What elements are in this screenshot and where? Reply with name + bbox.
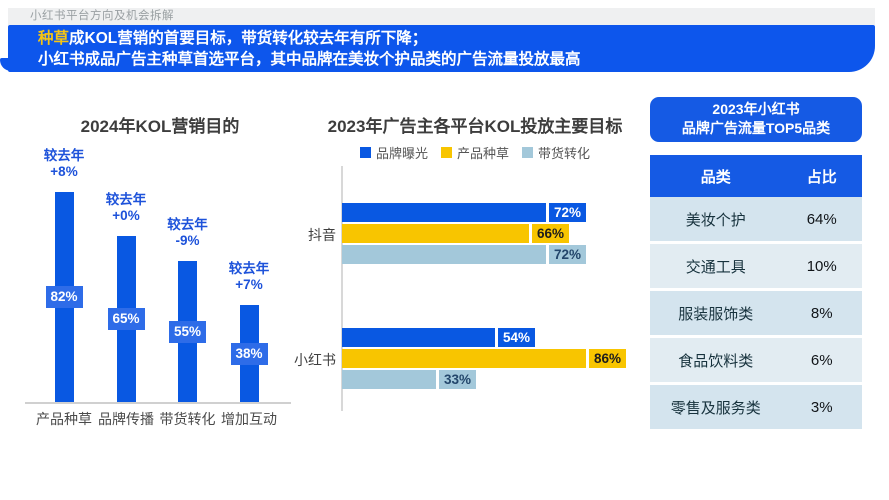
table-cell-category: 交通工具 xyxy=(685,258,746,276)
kol-category-label: 产品种草 xyxy=(36,411,92,427)
platform-bar-value: 66% xyxy=(532,224,569,243)
headline-line2: 小红书成品广告主种草首选平台，其中品牌在美妆个护品类的广告流量投放最高 xyxy=(38,51,581,68)
kol-change-label: 较去年 +0% xyxy=(86,192,166,224)
kol-change-label: 较去年 +7% xyxy=(209,261,289,293)
top5-column-share: 占比 xyxy=(806,168,837,186)
platform-group-label: 抖音 xyxy=(308,226,336,243)
platform-bar xyxy=(342,245,546,264)
headline-line1-rest: 成KOL营销的首要目标，带货转化较去年有所下降； xyxy=(69,30,428,47)
kol-change-label: 较去年 -9% xyxy=(148,217,228,249)
table-row: 零售及服务类 3% xyxy=(650,385,862,429)
kol-change-line2: +0% xyxy=(112,208,140,223)
kol-category-label: 带货转化 xyxy=(159,411,216,427)
top5-table-header: 品类 占比 xyxy=(650,155,862,197)
platform-bar-value: 72% xyxy=(549,203,586,222)
table-cell-category: 服装服饰类 xyxy=(678,305,754,323)
legend-label: 品牌曝光 xyxy=(375,146,428,161)
table-cell-share: 8% xyxy=(810,304,833,322)
table-cell-category: 食品饮料类 xyxy=(678,352,754,370)
top5-column-category: 品类 xyxy=(700,168,731,186)
kol-bar-value-badge: 55% xyxy=(169,321,206,343)
kol-change-label: 较去年 +8% xyxy=(24,148,104,180)
platform-goal-legend: 品牌曝光 产品种草 带货转化 xyxy=(305,143,645,162)
kol-category-label: 品牌传播 xyxy=(98,411,154,427)
kol-purpose-x-axis xyxy=(25,402,291,404)
table-row: 食品饮料类 6% xyxy=(650,338,862,382)
platform-group-label: 小红书 xyxy=(294,351,336,368)
table-cell-category: 零售及服务类 xyxy=(670,399,761,417)
kol-category-label: 增加互动 xyxy=(221,411,277,427)
kol-bar-value-badge: 82% xyxy=(45,286,83,308)
platform-bar xyxy=(342,349,586,368)
kol-bar-value-badge: 38% xyxy=(230,343,268,365)
kol-change-line1: 较去年 xyxy=(105,192,147,207)
table-cell-share: 3% xyxy=(810,398,833,416)
table-row: 交通工具 10% xyxy=(650,244,862,288)
legend-swatch xyxy=(359,147,371,158)
platform-bar-value: 54% xyxy=(498,328,535,347)
top5-panel-title-line1: 2023年小红书 xyxy=(712,101,800,117)
table-row: 美妆个护 64% xyxy=(650,197,862,241)
legend-label: 产品种草 xyxy=(456,146,509,161)
platform-bar-value: 86% xyxy=(589,349,626,368)
legend-item: 产品种草 xyxy=(440,143,509,162)
table-cell-share: 10% xyxy=(806,257,837,275)
kol-change-line2: +7% xyxy=(235,277,263,292)
kol-change-line1: 较去年 xyxy=(167,217,208,232)
slide-kicker: 小红书平台方向及机会拆解 xyxy=(8,8,875,25)
headline-banner: 种草成KOL营销的首要目标，带货转化较去年有所下降； 小红书成品广告主种草首选平… xyxy=(0,25,875,72)
top5-panel-title-line2: 品牌广告流量TOP5品类 xyxy=(681,120,831,136)
platform-bar xyxy=(342,328,495,347)
legend-swatch xyxy=(522,147,533,158)
legend-swatch xyxy=(440,147,452,158)
platform-bar xyxy=(342,224,529,243)
platform-bar-value: 72% xyxy=(549,245,586,264)
kol-change-line2: -9% xyxy=(175,233,200,248)
kol-change-line2: +8% xyxy=(50,164,78,179)
platform-goal-y-axis xyxy=(341,166,343,411)
legend-item: 带货转化 xyxy=(522,143,590,162)
platform-bar-value: 33% xyxy=(439,370,476,389)
platform-bar xyxy=(342,370,436,389)
table-cell-category: 美妆个护 xyxy=(685,211,746,229)
table-cell-share: 6% xyxy=(810,351,833,369)
platform-goal-chart-title: 2023年广告主各平台KOL投放主要目标 xyxy=(327,117,623,136)
table-row: 服装服饰类 8% xyxy=(650,291,862,335)
kol-purpose-chart-title: 2024年KOL营销目的 xyxy=(80,117,240,136)
platform-bar xyxy=(342,203,546,222)
kol-bar-value-badge: 65% xyxy=(107,308,145,330)
top5-panel-title: 2023年小红书 品牌广告流量TOP5品类 xyxy=(650,97,862,142)
kol-change-line1: 较去年 xyxy=(228,261,270,276)
headline-highlight: 种草 xyxy=(38,30,70,47)
legend-item: 品牌曝光 xyxy=(359,143,428,162)
headline-line1: 种草成KOL营销的首要目标，带货转化较去年有所下降； xyxy=(38,28,875,49)
table-cell-share: 64% xyxy=(806,210,837,228)
kol-change-line1: 较去年 xyxy=(43,148,85,163)
legend-label: 带货转化 xyxy=(538,146,591,161)
